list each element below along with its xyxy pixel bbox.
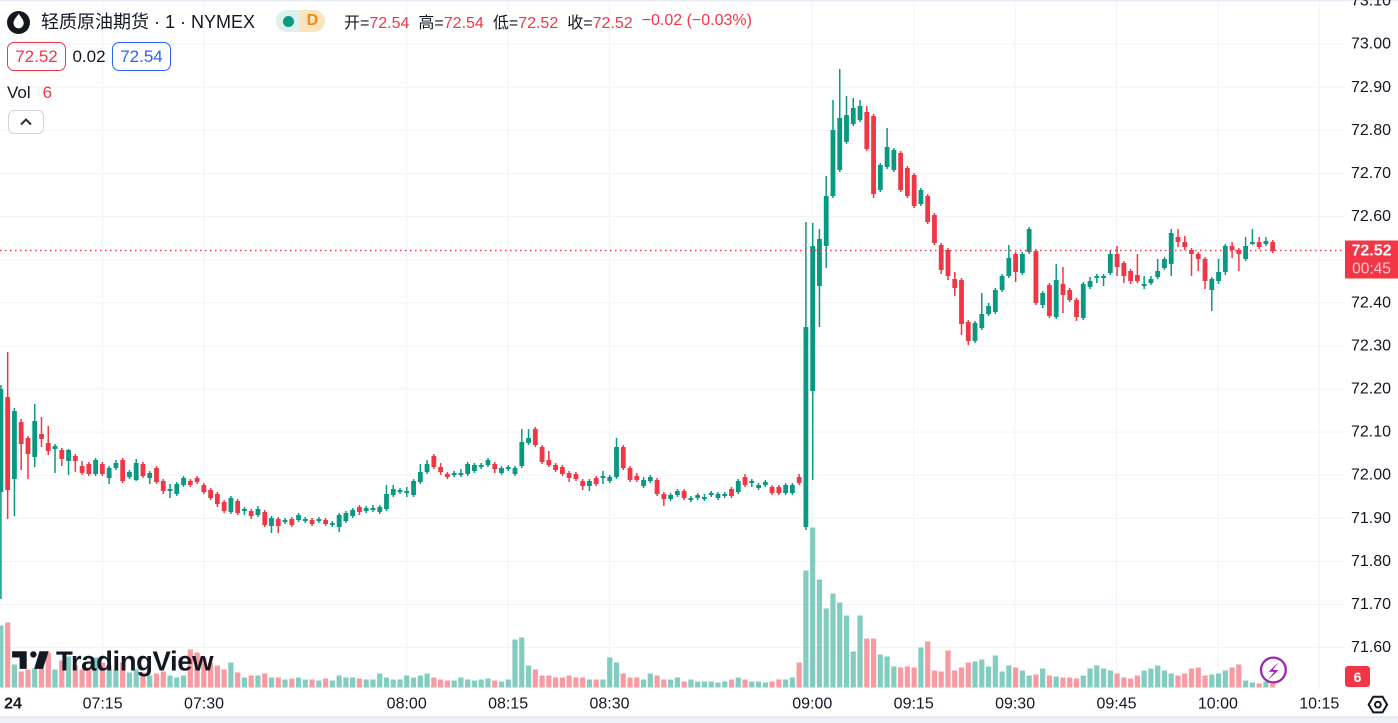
- svg-text:71.90: 71.90: [1351, 510, 1391, 527]
- svg-text:72.52: 72.52: [1351, 242, 1391, 259]
- svg-text:73.10: 73.10: [1351, 0, 1391, 10]
- svg-text:09:15: 09:15: [894, 696, 934, 713]
- svg-text:72.80: 72.80: [1351, 122, 1391, 139]
- svg-text:09:45: 09:45: [1096, 696, 1136, 713]
- svg-text:6: 6: [1354, 669, 1362, 685]
- svg-text:72.10: 72.10: [1351, 424, 1391, 441]
- svg-text:72.00: 72.00: [1351, 467, 1391, 484]
- svg-text:10:00: 10:00: [1198, 696, 1238, 713]
- svg-text:TradingView: TradingView: [56, 646, 214, 677]
- svg-text:72.70: 72.70: [1351, 165, 1391, 182]
- svg-text:07:15: 07:15: [83, 696, 123, 713]
- svg-text:00:45: 00:45: [1352, 260, 1391, 277]
- svg-text:08:30: 08:30: [589, 696, 629, 713]
- svg-text:09:00: 09:00: [792, 696, 832, 713]
- svg-text:08:00: 08:00: [387, 696, 427, 713]
- svg-text:07:30: 07:30: [184, 696, 224, 713]
- svg-text:71.70: 71.70: [1351, 596, 1391, 613]
- svg-text:71.80: 71.80: [1351, 553, 1391, 570]
- svg-text:72.30: 72.30: [1351, 337, 1391, 354]
- svg-text:09:30: 09:30: [995, 696, 1035, 713]
- svg-text:72.90: 72.90: [1351, 79, 1391, 96]
- svg-text:72.40: 72.40: [1351, 294, 1391, 311]
- svg-text:73.00: 73.00: [1351, 36, 1391, 53]
- svg-text:08:15: 08:15: [488, 696, 528, 713]
- svg-text:72.60: 72.60: [1351, 208, 1391, 225]
- svg-text:71.60: 71.60: [1351, 639, 1391, 656]
- svg-text:24: 24: [4, 696, 22, 713]
- svg-text:72.20: 72.20: [1351, 381, 1391, 398]
- svg-text:10:15: 10:15: [1299, 696, 1339, 713]
